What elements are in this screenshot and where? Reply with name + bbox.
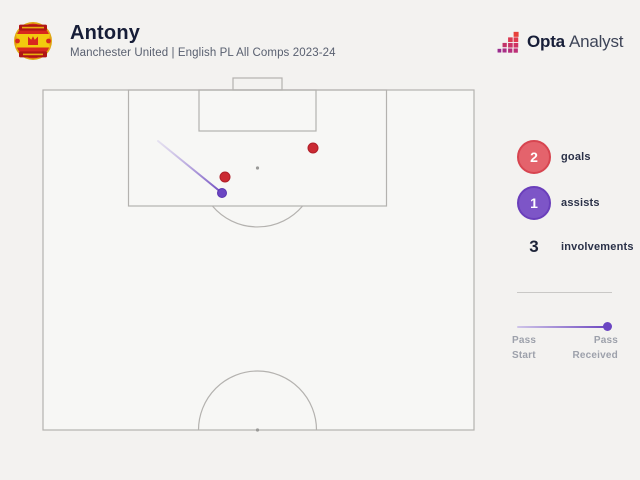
involvements-count: 3 (529, 237, 539, 256)
opta-squares-icon (497, 31, 519, 53)
pass-line-sample (517, 325, 607, 328)
assist-marker (217, 188, 227, 198)
legend-assists-row: 1 assists (517, 186, 600, 220)
penalty-spot (255, 166, 260, 170)
centre-spot (255, 428, 260, 432)
pass-received-word2: Received (572, 350, 618, 361)
pass-line (157, 140, 223, 194)
penalty-arc (211, 205, 304, 228)
involvements-label: involvements (561, 241, 634, 253)
six-yard-box (198, 89, 317, 132)
legend-divider (517, 292, 612, 293)
legend-goals-row: 2 goals (517, 140, 591, 174)
pass-start-label: Pass Start (512, 333, 536, 363)
pass-start-word2: Start (512, 350, 536, 361)
assists-count-badge: 1 (517, 186, 551, 220)
goals-count-badge: 2 (517, 140, 551, 174)
analyst-word: Analyst (568, 32, 624, 51)
pass-start-word1: Pass (512, 335, 537, 346)
player-name: Antony (70, 22, 141, 44)
legend-involvements-row: 3 involvements (517, 237, 634, 257)
goal-marker (307, 142, 319, 154)
header: Antony Manchester United | English PL Al… (70, 22, 336, 59)
assists-count: 1 (530, 195, 538, 211)
opta-word: Opta (527, 32, 565, 51)
pass-received-dot (603, 322, 612, 331)
marker-layer (157, 140, 319, 198)
goals-label: goals (561, 151, 591, 163)
goal (232, 77, 283, 91)
crest-icon (14, 22, 52, 60)
pass-received-word1: Pass (593, 335, 618, 346)
assists-label: assists (561, 197, 600, 209)
manchester-united-crest (13, 20, 53, 62)
pitch-lines (42, 77, 475, 431)
opta-analyst-logo: Opta Analyst (497, 29, 623, 55)
subtitle: Manchester United | English PL All Comps… (70, 47, 336, 59)
goals-count: 2 (530, 149, 538, 165)
centre-circle (197, 370, 318, 431)
pass-received-label: Pass Received (572, 333, 618, 363)
pass-line-legend (517, 322, 612, 331)
opta-wordmark: Opta Analyst (527, 32, 623, 52)
pitch-boundary (42, 89, 475, 431)
goal-marker (219, 171, 231, 183)
pass-legend-labels: Pass Start Pass Received (512, 333, 618, 363)
